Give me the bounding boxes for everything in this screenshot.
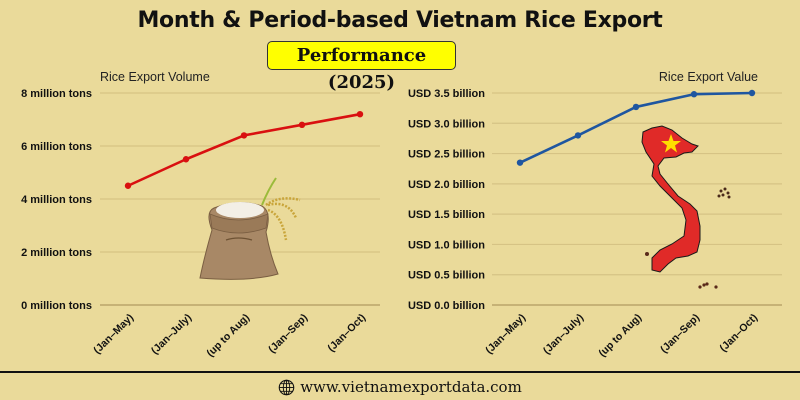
y-tick-label: USD 1.0 billion <box>408 239 485 251</box>
y-tick-label: USD 1.5 billion <box>408 209 485 221</box>
data-point[interactable] <box>356 111 364 118</box>
footer-url[interactable]: www.vietnamexportdata.com <box>300 378 522 396</box>
data-point[interactable] <box>690 91 698 98</box>
data-point[interactable] <box>516 159 524 166</box>
y-tick-label: 2 million tons <box>21 247 92 259</box>
y-tick-label: 4 million tons <box>21 194 92 206</box>
x-tick-label: (Jan–Oct) <box>325 312 368 355</box>
y-tick-label: 8 million tons <box>21 88 92 100</box>
y-tick-label: USD 0.5 billion <box>408 270 485 282</box>
data-point[interactable] <box>182 156 190 163</box>
x-tick-label: (Jan–July) <box>541 312 586 357</box>
vietnam-map-illustration <box>641 125 731 289</box>
x-tick-label: (Jan–Sep) <box>266 312 310 356</box>
y-tick-label: USD 0.0 billion <box>408 300 485 312</box>
y-tick-label: 6 million tons <box>21 141 92 153</box>
data-point[interactable] <box>748 89 756 97</box>
footer-divider <box>0 371 800 373</box>
data-point[interactable] <box>298 121 306 128</box>
volume-chart: 0 million tons 2 million tons 4 million to… <box>21 70 380 359</box>
y-tick-label: 0 million tons <box>21 300 92 312</box>
data-point[interactable] <box>240 132 248 139</box>
data-point[interactable] <box>574 132 582 139</box>
x-tick-label: (up to Aug) <box>204 312 252 360</box>
x-tick-label: (Jan–July) <box>149 312 194 357</box>
page-subtitle-badge: Performance (2025) <box>267 41 456 93</box>
footer: www.vietnamexportdata.com <box>0 377 800 396</box>
rice-sack-illustration <box>199 177 301 280</box>
value-chart: USD 0.0 billion USD 0.5 billion USD 1.0 bi… <box>408 70 782 359</box>
series-line <box>127 112 361 187</box>
x-tick-label: (Jan–May) <box>483 312 528 357</box>
data-point[interactable] <box>124 182 132 189</box>
x-tick-label: (Jan–Sep) <box>658 312 702 356</box>
y-tick-label: USD 2.0 billion <box>408 179 485 191</box>
chart-title: Rice Export Value <box>659 70 758 84</box>
globe-icon <box>278 379 295 395</box>
y-tick-label: USD 3.5 billion <box>408 88 485 100</box>
chart-title: Rice Export Volume <box>100 70 210 84</box>
x-tick-label: (up to Aug) <box>596 312 644 360</box>
data-point[interactable] <box>632 103 640 111</box>
series-line <box>519 91 753 164</box>
x-tick-label: (Jan–May) <box>91 312 136 357</box>
page-title: Month & Period-based Vietnam Rice Export <box>137 8 663 33</box>
x-tick-label: (Jan–Oct) <box>717 312 760 355</box>
y-tick-label: USD 3.0 billion <box>408 118 485 130</box>
y-tick-label: USD 2.5 billion <box>408 149 485 161</box>
